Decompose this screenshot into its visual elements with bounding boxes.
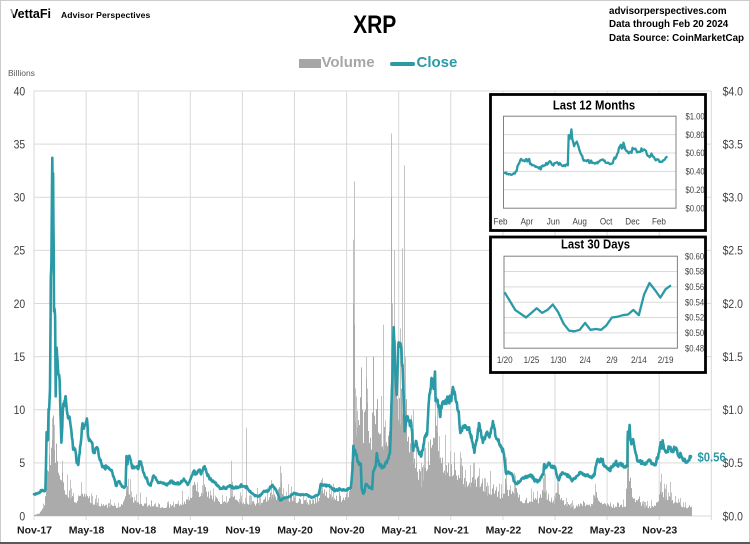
svg-text:Oct: Oct — [600, 216, 613, 227]
svg-text:30: 30 — [14, 192, 26, 205]
svg-text:15: 15 — [14, 351, 26, 364]
svg-text:Apr: Apr — [521, 216, 534, 227]
svg-text:$0.0: $0.0 — [723, 511, 743, 524]
svg-text:25: 25 — [14, 245, 26, 258]
svg-text:1/20: 1/20 — [497, 354, 513, 365]
svg-text:$0.52: $0.52 — [685, 313, 705, 323]
svg-text:2/14: 2/14 — [631, 354, 647, 365]
svg-text:$0.20: $0.20 — [685, 186, 705, 196]
svg-text:2/9: 2/9 — [606, 354, 617, 365]
svg-text:Nov-22: Nov-22 — [538, 525, 573, 537]
svg-text:$1.5: $1.5 — [723, 351, 743, 364]
svg-text:$0.00: $0.00 — [685, 204, 705, 214]
svg-text:$0.56: $0.56 — [685, 283, 705, 293]
svg-text:May-23: May-23 — [590, 525, 626, 537]
svg-text:Dec: Dec — [625, 216, 640, 227]
svg-text:Nov-21: Nov-21 — [434, 525, 469, 537]
svg-text:$0.58: $0.58 — [685, 267, 705, 277]
svg-text:Nov-23: Nov-23 — [642, 525, 677, 537]
svg-text:5: 5 — [19, 458, 25, 471]
svg-text:Nov-19: Nov-19 — [225, 525, 260, 537]
svg-text:Feb: Feb — [494, 216, 508, 227]
svg-text:$0.60: $0.60 — [685, 149, 705, 159]
svg-text:May-18: May-18 — [69, 525, 105, 537]
svg-text:Nov-18: Nov-18 — [121, 525, 156, 537]
svg-text:2/4: 2/4 — [580, 354, 591, 365]
svg-text:$3.0: $3.0 — [723, 192, 743, 205]
svg-text:2/19: 2/19 — [658, 354, 674, 365]
svg-text:$2.0: $2.0 — [723, 298, 743, 311]
svg-text:35: 35 — [14, 139, 26, 152]
svg-text:1/25: 1/25 — [524, 354, 540, 365]
svg-text:Nov-20: Nov-20 — [330, 525, 365, 537]
svg-text:Last 30 Days: Last 30 Days — [561, 237, 630, 252]
svg-text:40: 40 — [14, 86, 26, 99]
svg-text:Aug: Aug — [572, 216, 587, 227]
svg-text:$4.0: $4.0 — [723, 86, 743, 99]
svg-text:Last 12 Months: Last 12 Months — [553, 98, 635, 113]
svg-text:$1.00: $1.00 — [685, 112, 705, 122]
svg-text:Feb: Feb — [652, 216, 666, 227]
svg-text:$0.48: $0.48 — [685, 344, 705, 354]
svg-text:$0.5: $0.5 — [723, 458, 743, 471]
svg-text:0: 0 — [19, 511, 25, 524]
svg-text:$0.56: $0.56 — [697, 450, 725, 465]
svg-text:May-20: May-20 — [277, 525, 313, 537]
svg-text:$0.54: $0.54 — [685, 298, 705, 308]
svg-text:Jun: Jun — [547, 216, 560, 227]
svg-text:$0.40: $0.40 — [685, 167, 705, 177]
svg-text:May-19: May-19 — [173, 525, 209, 537]
svg-text:10: 10 — [14, 404, 26, 417]
svg-text:$0.80: $0.80 — [685, 130, 705, 140]
svg-text:May-22: May-22 — [486, 525, 522, 537]
svg-text:1/30: 1/30 — [550, 354, 566, 365]
svg-text:May-21: May-21 — [381, 525, 417, 537]
svg-text:$0.50: $0.50 — [685, 329, 705, 339]
svg-text:$1.0: $1.0 — [723, 404, 743, 417]
svg-text:20: 20 — [14, 298, 26, 311]
svg-text:$0.60: $0.60 — [685, 252, 705, 262]
svg-text:$2.5: $2.5 — [723, 245, 743, 258]
svg-text:Nov-17: Nov-17 — [17, 525, 52, 537]
svg-text:$3.5: $3.5 — [723, 139, 743, 152]
